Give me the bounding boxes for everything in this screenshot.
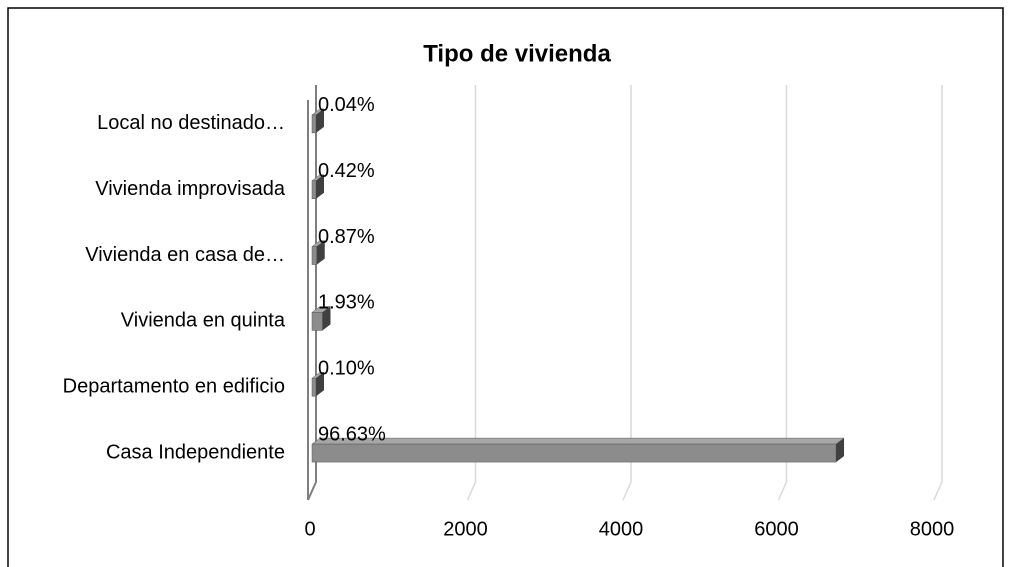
y-tick-label: Vivienda improvisada xyxy=(95,178,286,200)
bar xyxy=(311,114,317,134)
y-tick-label: Vivienda en quinta xyxy=(121,310,286,332)
grid-line xyxy=(933,85,943,501)
x-tick-label: 2000 xyxy=(443,518,488,540)
grid-line xyxy=(466,85,477,501)
data-label: 0.42% xyxy=(318,160,375,182)
chart-frame xyxy=(7,7,1004,567)
bar-side xyxy=(316,174,324,199)
data-label: 1.93% xyxy=(318,292,375,314)
bar xyxy=(311,312,323,331)
bar xyxy=(311,443,837,463)
bar-side xyxy=(316,108,324,133)
chart-title: Tipo de vivienda xyxy=(423,40,611,67)
y-tick-label: Casa Independiente xyxy=(106,441,285,463)
y-tick-label: Local no destinado… xyxy=(97,112,285,134)
grid-line xyxy=(777,85,788,501)
bar-side xyxy=(316,372,324,397)
bar xyxy=(311,180,317,199)
x-tick-label: 8000 xyxy=(910,518,955,540)
bar xyxy=(311,378,317,397)
bar-side xyxy=(316,240,325,265)
data-label: 0.87% xyxy=(318,226,375,248)
data-label: 0.10% xyxy=(318,358,375,380)
bar-top xyxy=(311,437,845,445)
data-label: 0.04% xyxy=(318,94,375,116)
x-tick-label: 6000 xyxy=(754,518,799,540)
y-tick-label: Vivienda en casa de… xyxy=(85,244,285,266)
bar xyxy=(311,246,317,265)
y-axis-wall xyxy=(307,85,317,501)
y-tick-label: Departamento en edificio xyxy=(63,376,285,398)
grid-line xyxy=(622,85,632,501)
bar-side xyxy=(836,438,845,463)
x-tick-label: 4000 xyxy=(599,518,644,540)
x-tick-label: 0 xyxy=(304,518,315,540)
data-label: 96.63% xyxy=(318,423,386,445)
bar-side xyxy=(322,306,331,331)
